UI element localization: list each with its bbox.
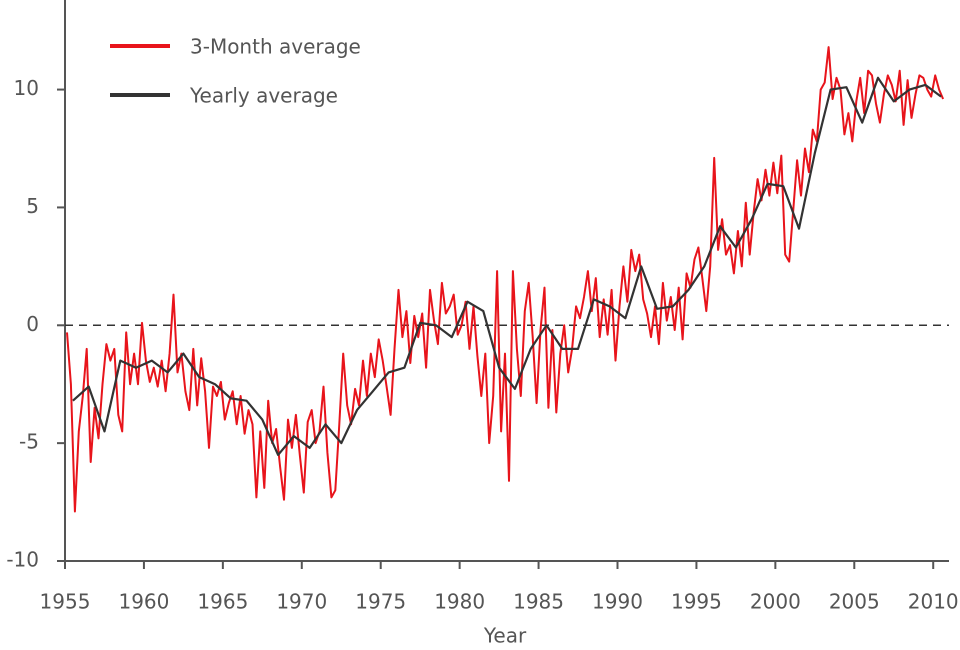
x-tick-label: 2005 [829, 590, 880, 614]
x-tick-label: 1975 [355, 590, 406, 614]
x-axis-label: Year [483, 624, 527, 648]
x-tick-label: 2010 [908, 590, 959, 614]
y-tick-label: 10 [14, 76, 39, 100]
legend-label: Yearly average [189, 84, 338, 108]
x-tick-label: 1990 [592, 590, 643, 614]
x-tick-label: 1970 [276, 590, 327, 614]
x-tick-label: 1960 [118, 590, 169, 614]
y-tick-label: -5 [19, 430, 39, 454]
legend-label: 3-Month average [190, 35, 361, 59]
series-line [66, 46, 945, 513]
x-tick-label: 1980 [434, 590, 485, 614]
x-tick-label: 1995 [671, 590, 722, 614]
y-tick-label: 0 [26, 312, 39, 336]
y-tick-label: -10 [6, 548, 39, 572]
x-tick-label: 1965 [197, 590, 248, 614]
x-tick-label: 1955 [40, 590, 91, 614]
y-tick-label: 5 [26, 194, 39, 218]
x-tick-label: 1985 [513, 590, 564, 614]
x-tick-label: 2000 [750, 590, 801, 614]
series-line [72, 76, 942, 456]
